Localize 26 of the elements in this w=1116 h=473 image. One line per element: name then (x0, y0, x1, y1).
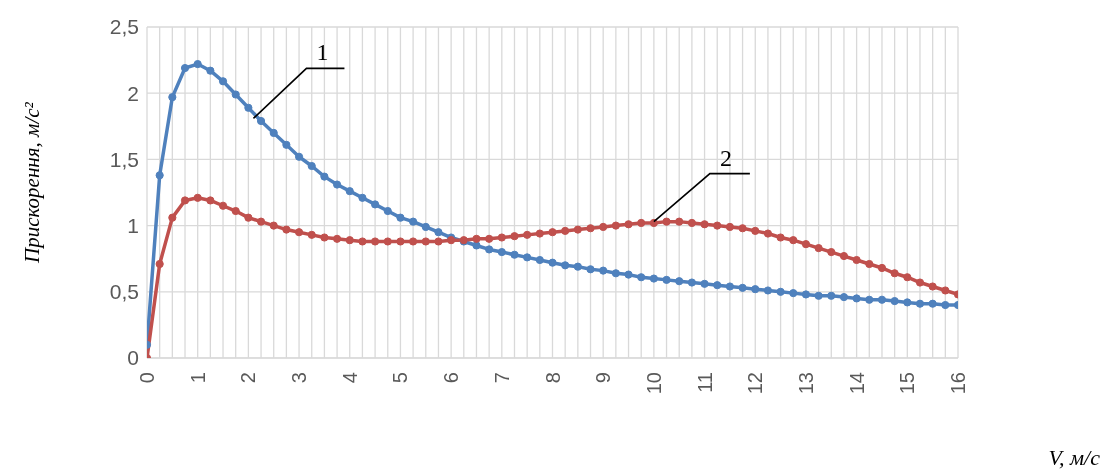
x-tick-label: 2 (237, 372, 260, 384)
x-tick-label: 7 (490, 372, 513, 384)
x-tick-label: 15 (896, 372, 919, 395)
x-tick-label: 1 (186, 372, 209, 384)
x-tick-label: 4 (338, 372, 361, 384)
x-tick-label: 14 (845, 372, 868, 395)
y-axis-title: Прискорення, м/с² (20, 101, 44, 264)
x-tick-label: 10 (642, 372, 665, 395)
y-tick-label: 2,5 (109, 15, 139, 39)
y-tick-label: 1 (127, 214, 139, 238)
x-axis-title: V, м/с (1048, 445, 1101, 470)
annotation: 2 (719, 144, 732, 171)
x-tick-label: 12 (744, 372, 767, 395)
annotation: 1 (316, 39, 329, 66)
y-tick-label: 2 (127, 81, 139, 105)
y-tick-label: 1,5 (109, 147, 139, 171)
x-tick-label: 5 (389, 372, 412, 384)
x-tick-label: 16 (947, 372, 969, 395)
x-tick-label: 8 (541, 372, 564, 384)
x-tick-label: 9 (592, 372, 615, 384)
x-tick-label: 0 (136, 372, 158, 384)
x-tick-label: 6 (440, 372, 463, 384)
x-tick-label: 13 (794, 372, 817, 395)
x-tick-label: 3 (288, 372, 311, 384)
y-tick-label: 0,5 (109, 280, 139, 304)
x-tick-label: 11 (693, 372, 716, 393)
